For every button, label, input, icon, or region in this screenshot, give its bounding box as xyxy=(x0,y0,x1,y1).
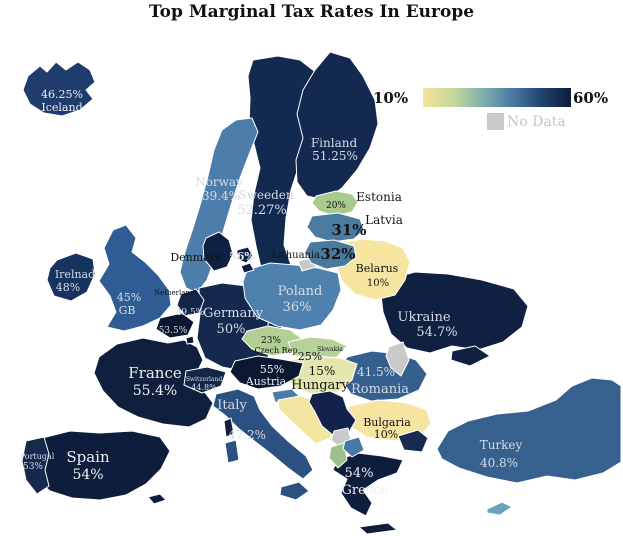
turkey-value: 40.8% xyxy=(480,456,518,470)
czech-label: Czech Rep xyxy=(254,346,297,355)
norway-label: Norway xyxy=(195,175,243,189)
portugal-value: 53% xyxy=(23,462,43,472)
country-ireland xyxy=(46,252,96,302)
norway-value: 39.4% xyxy=(202,189,240,203)
estonia-value: 20% xyxy=(326,201,346,211)
spain-label: Spain xyxy=(66,448,110,466)
switzerland-value: 44.8% xyxy=(191,383,217,392)
ireland-value: 48% xyxy=(56,281,80,294)
france-value: 55.4% xyxy=(133,383,177,399)
belarus-label: Belarus xyxy=(356,262,399,275)
country-belgium xyxy=(155,312,195,339)
region-corsica xyxy=(223,417,235,438)
region-denmark-islands2 xyxy=(240,262,255,274)
country-ukraine xyxy=(380,271,529,354)
spain-value: 54% xyxy=(72,467,103,483)
no-data-label: No Data xyxy=(507,113,566,130)
legend-min-label: 10% xyxy=(373,89,409,107)
country-norway xyxy=(179,117,259,294)
latvia-label: Latvia xyxy=(365,213,403,227)
romania-label: Romania xyxy=(351,382,409,397)
country-netherlands xyxy=(176,288,205,317)
greece-value: 54% xyxy=(345,466,374,481)
portugal-label: Portugal xyxy=(20,452,55,461)
region-crete xyxy=(358,522,398,535)
iceland-label: Iceland xyxy=(41,101,82,114)
gb-label: GB xyxy=(119,304,136,317)
legend-no-data: No Data xyxy=(487,113,566,130)
map-title: Top Marginal Tax Rates In Europe xyxy=(148,2,475,22)
no-data-swatch xyxy=(487,113,504,130)
country-estonia xyxy=(311,190,359,217)
bulgaria-label: Bulgaria xyxy=(363,416,411,429)
romania-value: 41.5% xyxy=(357,365,395,379)
country-portugal xyxy=(21,436,50,495)
region-macedonia xyxy=(342,436,365,458)
country-latvia xyxy=(306,212,365,243)
ukraine-value: 54.7% xyxy=(416,325,457,340)
ukraine-label: Ukraine xyxy=(397,310,450,325)
czech-value: 23% xyxy=(261,336,281,346)
austria-value: 55% xyxy=(260,363,284,376)
country-lithuania xyxy=(304,239,357,270)
slovakia-value: 25% xyxy=(298,350,322,363)
lithuania-value: 32% xyxy=(320,245,355,263)
sweden-label: Sweeden xyxy=(238,188,293,202)
italy-label: Italy xyxy=(217,398,247,413)
region-luxembourg xyxy=(185,335,195,345)
country-poland xyxy=(242,262,342,331)
region-crimea xyxy=(450,345,491,367)
estonia-label: Estonia xyxy=(356,190,402,204)
country-greece xyxy=(332,452,404,517)
germany-value: 50% xyxy=(217,322,246,337)
denmark-value: 56% xyxy=(229,250,255,263)
netherlands-value: 49.5% xyxy=(176,308,205,318)
turkey-label: Turkey xyxy=(480,438,523,452)
region-turkey-thrace xyxy=(397,429,429,453)
hungary-value: 15% xyxy=(309,364,336,378)
gb-value: 45% xyxy=(117,291,141,304)
switzerland-label: Switzerland xyxy=(186,376,223,383)
country-slovakia xyxy=(287,336,348,361)
belarus-value: 10% xyxy=(367,278,389,289)
country-denmark xyxy=(202,231,234,272)
germany-label: Germany xyxy=(203,306,264,321)
region-albania xyxy=(328,442,348,469)
country-switzerland xyxy=(183,366,227,394)
finland-label: Finland xyxy=(311,136,358,150)
bulgaria-value: 10% xyxy=(374,428,398,441)
finland-value: 51.25% xyxy=(312,149,358,163)
region-sicily xyxy=(279,481,310,501)
country-austria xyxy=(229,355,304,390)
poland-label: Poland xyxy=(278,284,323,299)
france-label: France xyxy=(128,364,182,382)
latvia-value: 31% xyxy=(331,221,366,239)
region-sardinia xyxy=(224,439,240,464)
country-turkey xyxy=(436,377,622,484)
hungary-label: Hungary xyxy=(291,378,349,393)
region-cyprus xyxy=(486,501,513,516)
lithuania-label: Lithuania xyxy=(272,250,320,261)
netherlands-label: Netherlands xyxy=(154,289,198,297)
region-denmark-islands xyxy=(236,246,254,264)
sweden-value: 52.27% xyxy=(237,203,287,218)
poland-value: 36% xyxy=(283,300,312,315)
region-balearic xyxy=(147,493,167,505)
belgium-value: 53.5% xyxy=(159,326,188,336)
ireland-label: Irelnad xyxy=(55,268,95,281)
greece-label: Greece xyxy=(342,483,389,498)
italy-value: 47.2% xyxy=(228,428,266,442)
slovakia-label: Slovakia xyxy=(317,346,343,353)
country-iceland xyxy=(22,61,96,117)
austria-label: Austria xyxy=(245,375,287,388)
denmark-label: Denmark xyxy=(170,251,222,264)
region-moldova xyxy=(385,341,410,377)
country-france xyxy=(93,337,214,428)
legend-max-label: 60% xyxy=(573,89,609,107)
legend-gradient-bar xyxy=(423,88,571,107)
country-gb xyxy=(98,224,172,332)
iceland-value: 46.25% xyxy=(41,88,83,101)
